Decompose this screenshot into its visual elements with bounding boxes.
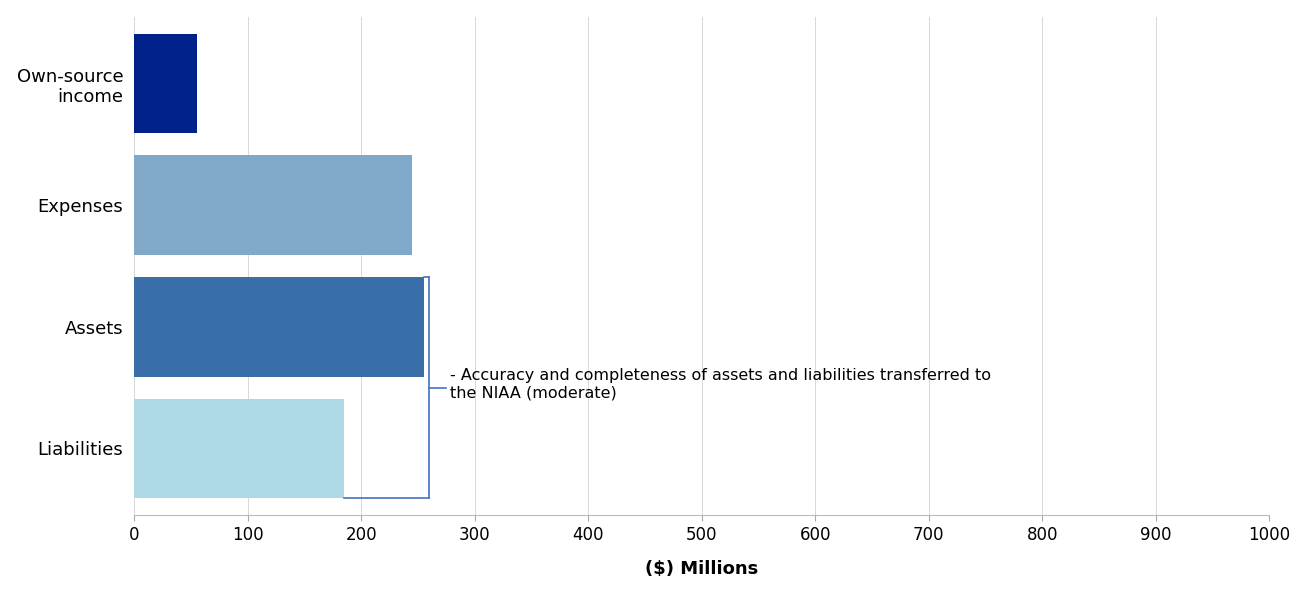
X-axis label: ($) Millions: ($) Millions xyxy=(646,560,758,578)
Text: - Accuracy and completeness of assets and liabilities transferred to
the NIAA (m: - Accuracy and completeness of assets an… xyxy=(450,368,991,400)
Bar xyxy=(135,277,423,377)
Bar xyxy=(135,34,197,133)
Bar xyxy=(135,399,344,498)
Bar xyxy=(135,155,413,255)
